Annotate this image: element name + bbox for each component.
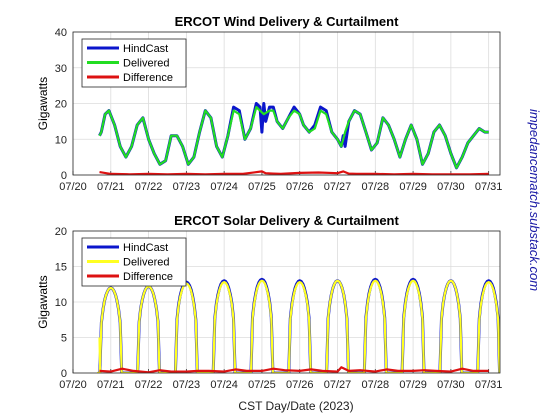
legend-entry: Delivered <box>123 257 169 269</box>
legend-entry: HindCast <box>123 43 168 55</box>
x-tick-label: 07/20 <box>59 379 87 391</box>
x-tick-label: 07/21 <box>97 181 125 193</box>
y-tick-label: 10 <box>55 297 67 309</box>
x-tick-label: 07/23 <box>173 181 201 193</box>
series-line-difference <box>99 366 489 373</box>
chart-title: ERCOT Wind Delivery & Curtailment <box>175 14 399 29</box>
x-tick-label: 07/23 <box>173 379 201 391</box>
series-line-delivered <box>98 106 489 169</box>
x-tick-label: 07/21 <box>97 379 125 391</box>
x-tick-label: 07/26 <box>286 181 314 193</box>
chart-title: ERCOT Solar Delivery & Curtailment <box>174 213 399 228</box>
axes-frame <box>72 31 501 176</box>
legend-entry: Difference <box>123 72 173 84</box>
x-tick-label: 07/29 <box>399 379 427 391</box>
x-tick-label: 07/27 <box>324 181 352 193</box>
y-axis-label: Gigawatts <box>36 275 50 328</box>
x-tick-label: 07/25 <box>248 181 276 193</box>
x-tick-label: 07/20 <box>59 181 87 193</box>
x-tick-label: 07/30 <box>437 181 465 193</box>
y-tick-label: 30 <box>55 63 67 75</box>
y-tick-label: 10 <box>55 134 67 146</box>
axes-frame <box>72 230 501 374</box>
y-tick-label: 0 <box>61 368 67 380</box>
y-tick-label: 0 <box>61 170 67 182</box>
x-tick-label: 07/31 <box>475 379 503 391</box>
x-tick-label: 07/22 <box>135 181 163 193</box>
x-tick-label: 07/25 <box>248 379 276 391</box>
series-line-delivered <box>96 279 500 373</box>
legend-entry: HindCast <box>123 242 168 254</box>
solar-panel: 0 5 10 15 20 07/20 07/21 07/22 07/23 07/24 07/25 07… <box>36 213 502 391</box>
watermark-text: impedancematch.substack.com <box>527 109 542 291</box>
x-tick-label: 07/26 <box>286 379 314 391</box>
x-tick-label: 07/31 <box>475 181 503 193</box>
y-tick-label: 20 <box>55 226 67 238</box>
legend-entry: Difference <box>123 271 173 283</box>
legend-entry: Delivered <box>123 58 169 70</box>
x-tick-label: 07/27 <box>324 379 352 391</box>
x-tick-label: 07/28 <box>362 181 390 193</box>
y-tick-label: 40 <box>55 27 67 39</box>
x-axis-label: CST Day/Date (2023) <box>238 399 353 413</box>
y-tick-label: 5 <box>61 333 67 345</box>
x-tick-label: 07/29 <box>399 181 427 193</box>
x-tick-label: 07/28 <box>362 379 390 391</box>
wind-panel: 0 10 20 30 40 07/20 07/21 07/22 07/23 07/24 07/25 0… <box>36 14 502 193</box>
y-tick-label: 20 <box>55 99 67 111</box>
x-tick-label: 07/24 <box>210 181 238 193</box>
x-tick-label: 07/22 <box>135 379 163 391</box>
y-tick-label: 15 <box>55 262 67 274</box>
x-tick-label: 07/30 <box>437 379 465 391</box>
x-tick-label: 07/24 <box>210 379 238 391</box>
series-line-difference <box>99 170 489 175</box>
y-axis-label: Gigawatts <box>36 77 50 130</box>
